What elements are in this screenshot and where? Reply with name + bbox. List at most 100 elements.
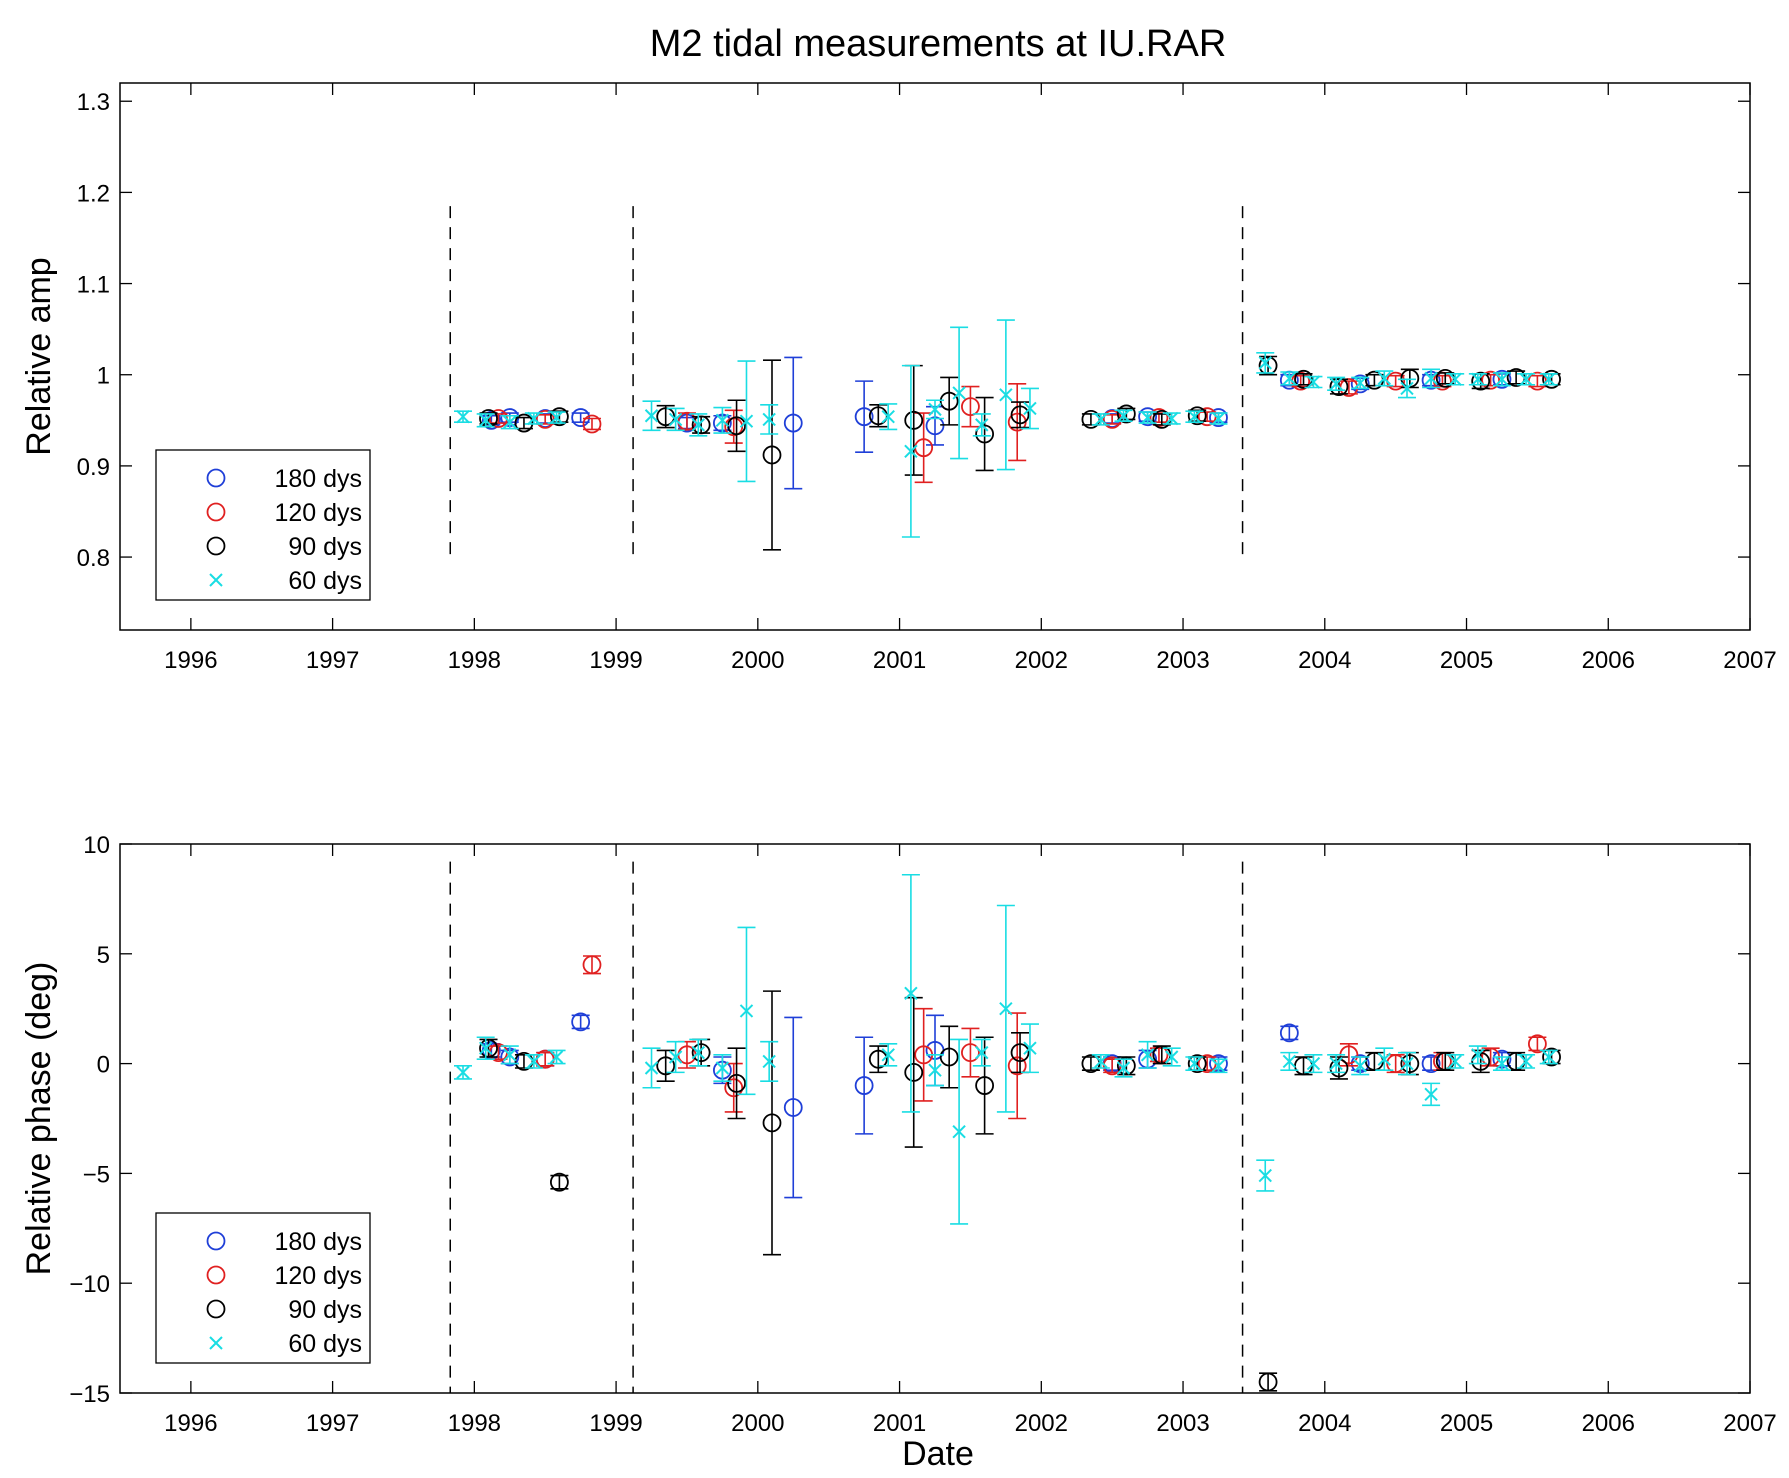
data-point-x (1187, 1056, 1202, 1071)
data-point-x (1519, 372, 1533, 386)
data-point-x (1140, 1048, 1155, 1062)
x-marker-stroke (928, 1063, 942, 1077)
data-point-x (999, 388, 1013, 402)
data-point-circle (1400, 1054, 1420, 1073)
data-point-circle (514, 1052, 534, 1071)
data-point-x (1542, 1050, 1556, 1064)
x-marker-stroke (691, 418, 706, 432)
x-marker-stroke (644, 1061, 659, 1075)
x-tick-label: 2005 (1440, 647, 1493, 674)
x-tick-label: 1999 (589, 1410, 642, 1437)
data-point-x (691, 418, 706, 432)
data-point-x (881, 1048, 895, 1062)
x-marker-stroke (999, 1001, 1013, 1016)
data-point-circle (1492, 369, 1512, 389)
data-point-circle (1081, 410, 1101, 429)
data-point-circle (1506, 1052, 1526, 1071)
x-tick-label: 1999 (589, 647, 642, 674)
x-tick-label: 2006 (1582, 647, 1635, 674)
y-tick-label: 5 (97, 942, 110, 969)
data-point-x (527, 1054, 541, 1069)
legend-label: 90 dys (288, 1296, 362, 1324)
y-tick-label: 1.3 (77, 89, 110, 116)
data-point-x (668, 412, 683, 427)
x-marker-stroke (549, 410, 564, 425)
data-point-circle (1187, 406, 1207, 426)
x-marker-stroke (1116, 409, 1131, 423)
x-marker-stroke (1116, 1061, 1131, 1075)
legend-marker-circle (206, 536, 226, 556)
legend-marker-circle (206, 468, 226, 488)
series-90-dys (479, 990, 1561, 1392)
data-point-x (1377, 1052, 1392, 1066)
data-point-x (478, 1041, 493, 1055)
data-point-x (527, 411, 541, 426)
y-tick-label: 0.8 (77, 545, 110, 572)
x-marker-stroke (999, 388, 1013, 402)
phase-panel: 1996 1997 1998 1999 2000 2001 2002 2003 2004 2005… (20, 832, 1777, 1437)
data-point-x (1353, 376, 1367, 390)
x-marker-stroke (1211, 411, 1226, 426)
x-marker-stroke (1282, 1054, 1297, 1069)
x-marker-stroke (456, 409, 470, 424)
x-axis-label: Date (902, 1435, 974, 1473)
x-tick-label: 2000 (731, 647, 784, 674)
x-marker-stroke (1471, 372, 1485, 386)
data-point-circle (1435, 1052, 1455, 1071)
data-point-x (1495, 1056, 1509, 1071)
data-point-x (1542, 372, 1556, 386)
legend-marker-x (209, 573, 223, 587)
data-point-x (881, 409, 895, 424)
data-point-circle (762, 445, 782, 465)
data-point-x (739, 1004, 754, 1018)
x-marker-stroke (1353, 1059, 1367, 1073)
x-marker-stroke (1400, 1056, 1414, 1071)
y-axis-label: Relative amp (20, 257, 58, 455)
legend: 180 dys 120 dys 90 dys 60 dys (155, 1212, 371, 1364)
x-marker-stroke (715, 1061, 730, 1075)
x-marker-stroke (1377, 371, 1392, 386)
data-point-x (503, 415, 517, 429)
legend-label: 180 dys (274, 465, 362, 493)
data-point-x (1282, 371, 1297, 386)
data-point-x (1471, 372, 1485, 386)
data-point-x (1282, 1054, 1297, 1069)
data-point-x (478, 413, 493, 428)
data-point-circle (868, 1049, 888, 1069)
x-marker-stroke (1306, 375, 1321, 389)
legend-marker-circle (206, 502, 226, 522)
x-marker-stroke (904, 986, 918, 1001)
data-point-circle (727, 1073, 746, 1093)
x-tick-label: 2006 (1582, 1410, 1635, 1437)
data-point-circle (961, 397, 980, 417)
data-point-x (952, 1124, 966, 1139)
data-point-x (1164, 1050, 1179, 1064)
series-90-dys (479, 355, 1561, 551)
x-tick-label: 2001 (873, 1410, 926, 1437)
x-marker-stroke (1164, 411, 1179, 426)
x-tick-label: 2000 (731, 1410, 784, 1437)
data-point-x (1448, 1054, 1462, 1069)
y-tick-label: 0.9 (77, 454, 110, 481)
x-marker-stroke (739, 414, 754, 428)
data-point-circle (1187, 1054, 1207, 1073)
data-point-circle (1527, 1034, 1547, 1054)
x-marker-stroke (478, 1041, 493, 1055)
y-tick-label: −15 (69, 1381, 110, 1408)
data-point-circle (691, 415, 711, 435)
x-marker-stroke (668, 412, 683, 427)
data-point-x (1164, 411, 1179, 426)
x-marker-stroke (668, 1050, 683, 1064)
data-point-x (928, 402, 942, 417)
axes-box (119, 843, 1751, 1394)
data-point-x (928, 1063, 942, 1077)
data-point-circle (724, 1078, 744, 1098)
series-60-dys (454, 873, 1558, 1225)
data-point-circle (1279, 1023, 1299, 1043)
data-point-circle (1386, 1054, 1406, 1073)
data-point-circle (571, 1012, 591, 1032)
data-point-circle (656, 1056, 676, 1076)
x-tick-label: 1997 (306, 647, 359, 674)
x-tick-label: 1996 (164, 1410, 217, 1437)
data-point-circle (582, 955, 602, 975)
